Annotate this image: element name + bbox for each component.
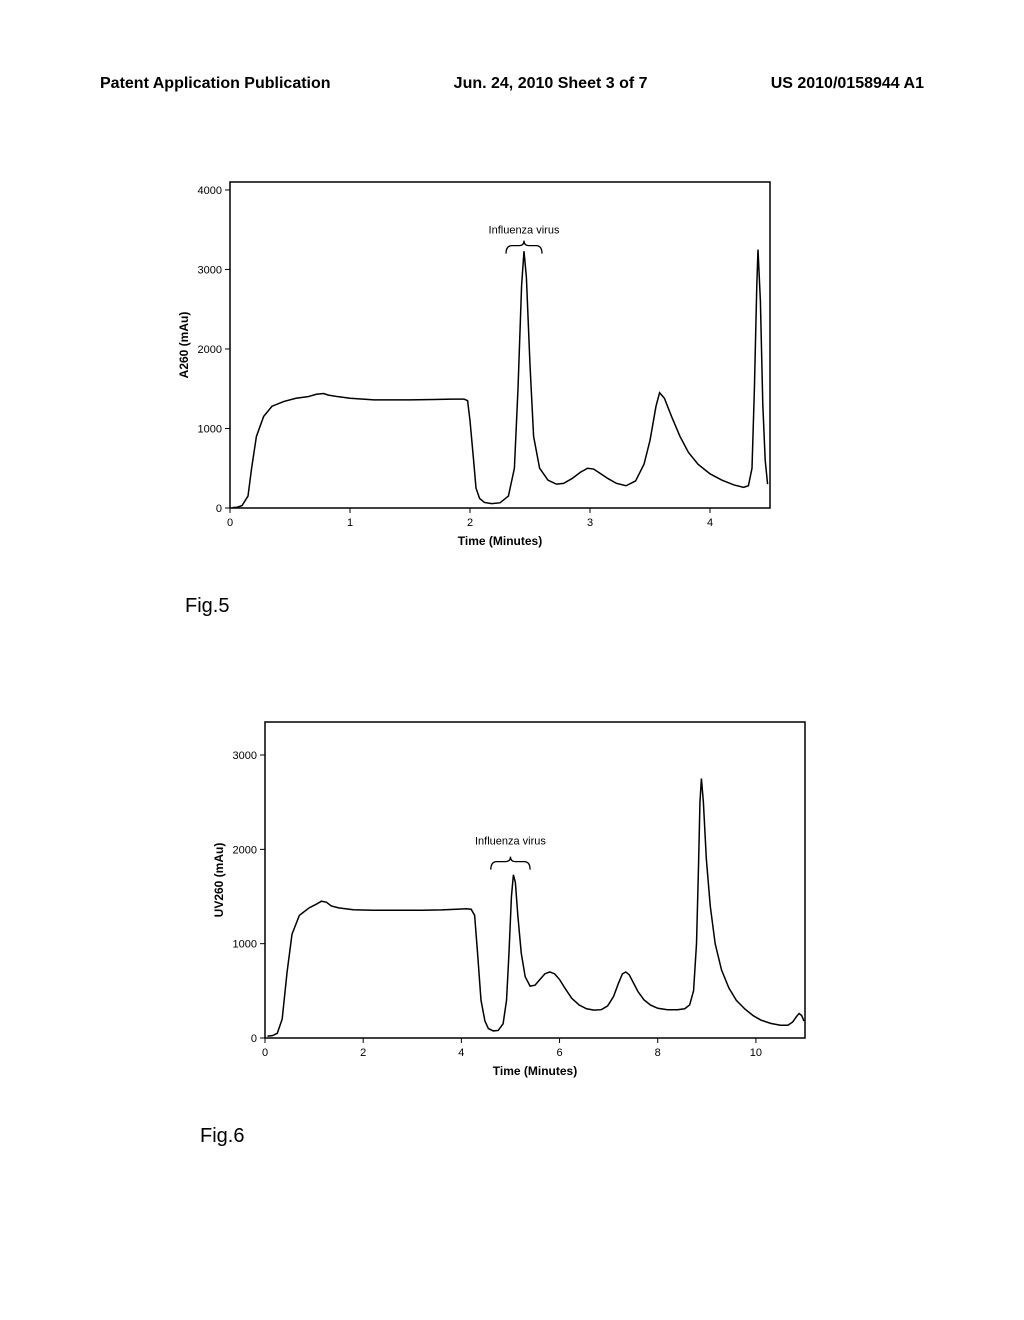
svg-text:0: 0 <box>216 503 222 515</box>
figure-6-label: Fig.6 <box>200 1125 244 1148</box>
svg-text:A260 (mAu): A260 (mAu) <box>177 312 191 379</box>
svg-text:4000: 4000 <box>198 185 222 197</box>
svg-text:1000: 1000 <box>198 423 222 435</box>
svg-text:Time (Minutes): Time (Minutes) <box>458 534 542 548</box>
header-right: US 2010/0158944 A1 <box>771 75 924 93</box>
svg-text:2000: 2000 <box>198 344 222 356</box>
svg-text:Time (Minutes): Time (Minutes) <box>493 1064 577 1078</box>
svg-text:6: 6 <box>556 1047 562 1059</box>
svg-text:2000: 2000 <box>233 844 257 856</box>
header-left: Patent Application Publication <box>100 75 331 93</box>
svg-text:2: 2 <box>360 1047 366 1059</box>
svg-text:UV260 (mAu): UV260 (mAu) <box>212 843 226 918</box>
svg-text:4: 4 <box>458 1047 464 1059</box>
svg-text:3000: 3000 <box>233 750 257 762</box>
svg-text:8: 8 <box>655 1047 661 1059</box>
svg-text:10: 10 <box>750 1047 762 1059</box>
svg-text:1000: 1000 <box>233 939 257 951</box>
header-center: Jun. 24, 2010 Sheet 3 of 7 <box>454 75 648 93</box>
figure-6-chart: 0 1000 2000 3000 0 2 4 6 8 10 Time (Minutes) UV260 … <box>200 710 820 1080</box>
figure-5-label: Fig.5 <box>185 595 229 618</box>
svg-text:2: 2 <box>467 517 473 529</box>
figure-5-chart: 0 1000 2000 3000 4000 0 1 2 3 4 Time (Minutes) A260… <box>165 170 785 550</box>
svg-text:0: 0 <box>251 1033 257 1045</box>
svg-text:4: 4 <box>707 517 713 529</box>
svg-text:0: 0 <box>227 517 233 529</box>
svg-text:3000: 3000 <box>198 264 222 276</box>
svg-text:1: 1 <box>347 517 353 529</box>
svg-text:3: 3 <box>587 517 593 529</box>
svg-text:0: 0 <box>262 1047 268 1059</box>
svg-text:Influenza virus: Influenza virus <box>475 836 546 848</box>
svg-text:Influenza virus: Influenza virus <box>489 225 560 237</box>
